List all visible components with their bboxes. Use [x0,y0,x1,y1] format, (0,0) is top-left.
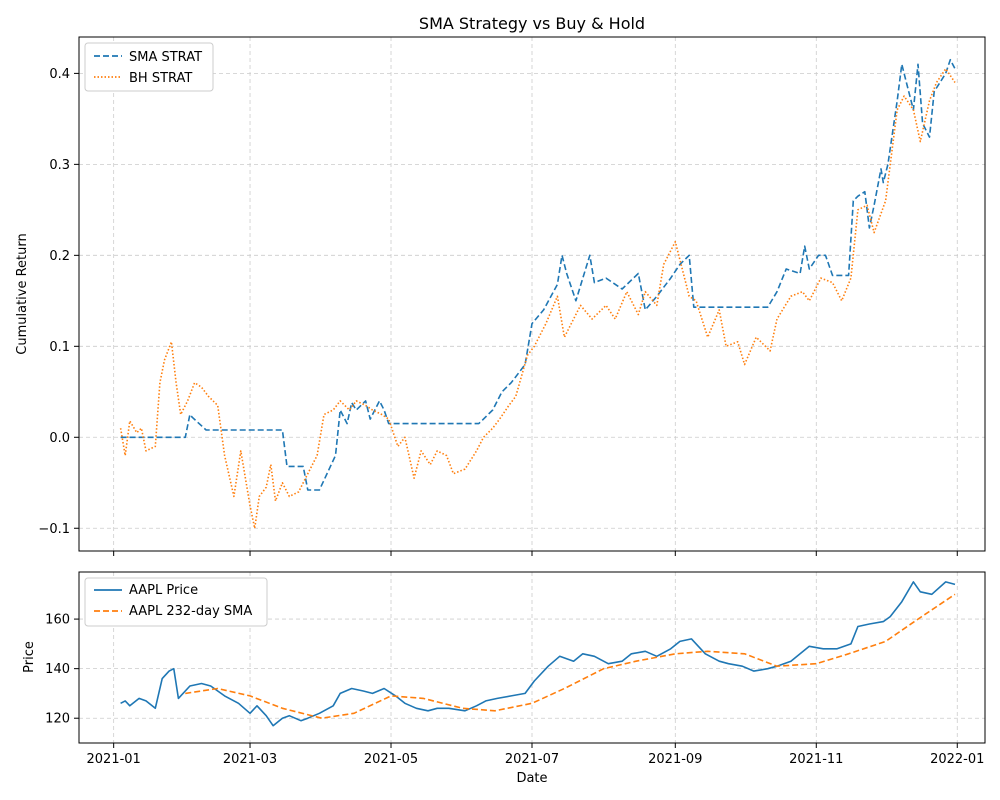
returns-legend: SMA STRAT BH STRAT [84,42,214,92]
price-legend-box [84,577,268,627]
price-chart: 2021-01 2021-03 2021-05 2021-07 2021-09 2021-… [22,571,986,786]
price-series-aapl-price [120,581,956,727]
legend-sma-strat-label: SMA STRAT [129,50,202,65]
price-series-aapl-232-day-sma [185,593,956,720]
returns-y-tick-label: 0.2 [49,249,70,264]
returns-series [119,58,956,530]
returns-y-tick-label: 0.1 [49,340,70,355]
returns-y-tick-label: −0.1 [38,522,70,537]
returns-series-sma-strat [120,58,956,491]
returns-y-tick-label: 0.0 [49,431,70,446]
price-series [120,581,956,727]
legend-aapl-price-label: AAPL Price [129,583,198,598]
returns-y-tick-label: 0.3 [49,158,70,173]
returns-series-bh-strat [119,68,956,530]
returns-y-axis-label: Cumulative Return [15,233,30,354]
x-axis-label: Date [516,771,547,786]
returns-y-tick-label: 0.4 [49,67,70,82]
price-legend: AAPL Price AAPL 232-day SMA [84,577,268,627]
x-tick-label: 2021-03 [223,752,277,767]
x-tick-label: 2021-11 [789,752,843,767]
legend-aapl-sma-label: AAPL 232-day SMA [129,604,252,619]
returns-chart: −0.1 0.0 0.1 0.2 0.3 0.4 SMA Strategy vs Buy … [15,14,986,556]
x-tick-label: 2021-01 [87,752,141,767]
x-tick-label: 2021-05 [364,752,418,767]
returns-ticks: −0.1 0.0 0.1 0.2 0.3 0.4 [38,67,958,556]
x-tick-label: 2021-09 [648,752,702,767]
price-y-tick-label: 160 [45,613,70,628]
legend-bh-strat-label: BH STRAT [129,71,192,86]
x-tick-label: 2022-01 [930,752,984,767]
price-y-axis-label: Price [22,641,37,673]
price-y-tick-label: 120 [45,712,70,727]
chart-title: SMA Strategy vs Buy & Hold [419,14,645,33]
x-tick-label: 2021-07 [505,752,559,767]
price-ticks: 2021-01 2021-03 2021-05 2021-07 2021-09 2021-… [45,613,984,767]
price-y-tick-label: 140 [45,662,70,677]
returns-legend-box [84,42,214,92]
returns-grid [79,37,985,551]
